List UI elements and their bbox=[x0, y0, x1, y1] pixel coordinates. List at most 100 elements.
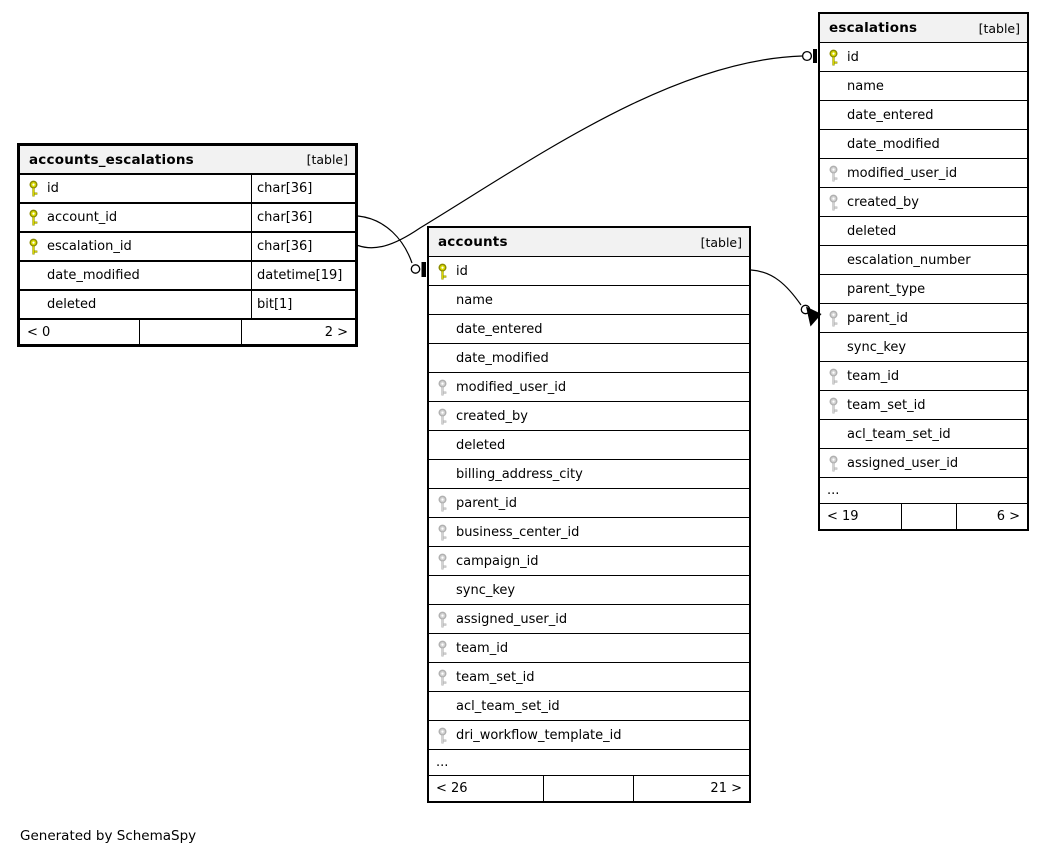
foreign-key-icon bbox=[437, 553, 448, 570]
column-name: account_id bbox=[47, 210, 118, 225]
column-row-deleted: deleted bit[1] bbox=[20, 289, 355, 318]
column-name: escalation_id bbox=[47, 239, 132, 254]
no-key-spacer bbox=[437, 582, 448, 599]
column-row-account_id: account_id char[36] bbox=[20, 202, 355, 231]
column-name-cell: escalation_number bbox=[820, 246, 1027, 274]
column-name-cell: created_by bbox=[820, 188, 1027, 216]
zero-or-one-circle bbox=[410, 264, 421, 274]
primary-key-icon bbox=[28, 209, 39, 226]
column-name-cell: account_id bbox=[20, 204, 251, 231]
column-name: created_by bbox=[456, 408, 528, 424]
table-header[interactable]: accounts [table] bbox=[429, 228, 749, 256]
related-parents-count: < 0 bbox=[27, 324, 51, 340]
column-row-deleted: deleted bbox=[429, 430, 749, 459]
column-row-assigned_user_id: assigned_user_id bbox=[820, 448, 1027, 477]
column-name: team_id bbox=[847, 368, 900, 384]
column-name-cell: created_by bbox=[429, 402, 749, 430]
tee-marker bbox=[421, 262, 426, 277]
column-name-cell: date_entered bbox=[820, 101, 1027, 129]
column-name-cell: assigned_user_id bbox=[429, 605, 749, 633]
primary-key-icon bbox=[28, 238, 39, 255]
column-row-date_entered: date_entered bbox=[429, 314, 749, 343]
column-row-name: name bbox=[820, 71, 1027, 100]
column-name-cell: dri_workflow_template_id bbox=[429, 721, 749, 749]
column-type: char[36] bbox=[251, 175, 355, 202]
column-name: deleted bbox=[847, 223, 897, 239]
column-name-cell: date_modified bbox=[429, 344, 749, 372]
related-parents-count: < 19 bbox=[827, 509, 859, 524]
table-name-link[interactable]: escalations bbox=[829, 20, 918, 36]
column-row-id: id bbox=[820, 42, 1027, 71]
column-row-team_set_id: team_set_id bbox=[820, 390, 1027, 419]
foreign-key-icon bbox=[437, 727, 448, 744]
column-row-team_id: team_id bbox=[429, 633, 749, 662]
table-name-link[interactable]: accounts bbox=[438, 234, 508, 250]
column-name: billing_address_city bbox=[456, 466, 583, 482]
column-name: team_id bbox=[456, 640, 509, 656]
foreign-key-icon bbox=[828, 194, 839, 211]
footer-spacer-cell bbox=[139, 320, 242, 344]
column-name: escalation_number bbox=[847, 252, 971, 268]
column-name: date_entered bbox=[456, 321, 543, 337]
column-row-escalation_number: escalation_number bbox=[820, 245, 1027, 274]
no-key-spacer bbox=[828, 252, 839, 269]
column-row-acl_team_set_id: acl_team_set_id bbox=[820, 419, 1027, 448]
no-key-spacer bbox=[828, 426, 839, 443]
column-name-cell: modified_user_id bbox=[820, 159, 1027, 187]
column-name-cell: id bbox=[429, 257, 749, 285]
foreign-key-icon bbox=[828, 397, 839, 414]
column-row-parent_id: parent_id bbox=[820, 303, 1027, 332]
table-accounts_escalations[interactable]: accounts_escalations [table] id char[36] acc… bbox=[17, 143, 358, 347]
primary-key-icon bbox=[828, 49, 839, 66]
column-name: id bbox=[47, 181, 59, 196]
column-name-cell: date_modified bbox=[820, 130, 1027, 158]
table-accounts[interactable]: accounts [table] id name date_entered date_mo… bbox=[427, 226, 751, 803]
column-row-modified_user_id: modified_user_id bbox=[429, 372, 749, 401]
column-row-date_modified: date_modified bbox=[820, 129, 1027, 158]
column-name-cell: acl_team_set_id bbox=[820, 420, 1027, 448]
foreign-key-icon bbox=[437, 379, 448, 396]
column-row-sync_key: sync_key bbox=[429, 575, 749, 604]
column-name: id bbox=[847, 49, 859, 65]
table-header[interactable]: escalations [table] bbox=[820, 14, 1027, 42]
column-name: id bbox=[456, 263, 468, 279]
zero-or-one-circle bbox=[801, 50, 813, 62]
column-name: modified_user_id bbox=[847, 165, 958, 181]
foreign-key-icon bbox=[828, 165, 839, 182]
table-header[interactable]: accounts_escalations [table] bbox=[20, 146, 355, 173]
column-name: date_modified bbox=[456, 350, 549, 366]
column-name-cell: sync_key bbox=[429, 576, 749, 604]
foreign-key-icon bbox=[437, 495, 448, 512]
column-row-name: name bbox=[429, 285, 749, 314]
column-name: modified_user_id bbox=[456, 379, 567, 395]
column-name-cell: date_entered bbox=[429, 315, 749, 343]
column-name: date_modified bbox=[47, 268, 140, 283]
column-name-cell: name bbox=[429, 286, 749, 314]
truncated-columns-ellipsis: ... bbox=[820, 477, 1027, 503]
column-row-date_modified: date_modified bbox=[429, 343, 749, 372]
table-type-badge: [table] bbox=[306, 152, 348, 167]
column-name-cell: team_id bbox=[820, 362, 1027, 390]
column-type: char[36] bbox=[251, 204, 355, 231]
foreign-key-icon bbox=[828, 455, 839, 472]
column-row-campaign_id: campaign_id bbox=[429, 546, 749, 575]
column-name: name bbox=[847, 78, 884, 94]
column-row-modified_user_id: modified_user_id bbox=[820, 158, 1027, 187]
column-row-dri_workflow_template_id: dri_workflow_template_id bbox=[429, 720, 749, 749]
column-name: sync_key bbox=[456, 582, 516, 598]
primary-key-icon bbox=[28, 180, 39, 197]
column-name-cell: business_center_id bbox=[429, 518, 749, 546]
no-key-spacer bbox=[828, 281, 839, 298]
column-name: date_entered bbox=[847, 107, 934, 123]
column-name: acl_team_set_id bbox=[456, 698, 560, 714]
edge-accounts_escalations-account_id-to-accounts-id bbox=[357, 215, 426, 277]
column-name: name bbox=[456, 292, 493, 308]
table-name-link[interactable]: accounts_escalations bbox=[29, 151, 194, 168]
foreign-key-icon bbox=[437, 524, 448, 541]
column-name: dri_workflow_template_id bbox=[456, 727, 622, 743]
column-name-cell: escalation_id bbox=[20, 233, 251, 260]
column-name-cell: deleted bbox=[820, 217, 1027, 245]
column-row-created_by: created_by bbox=[820, 187, 1027, 216]
edge-accounts_escalations-escalation_id-to-escalations-id bbox=[357, 49, 817, 249]
